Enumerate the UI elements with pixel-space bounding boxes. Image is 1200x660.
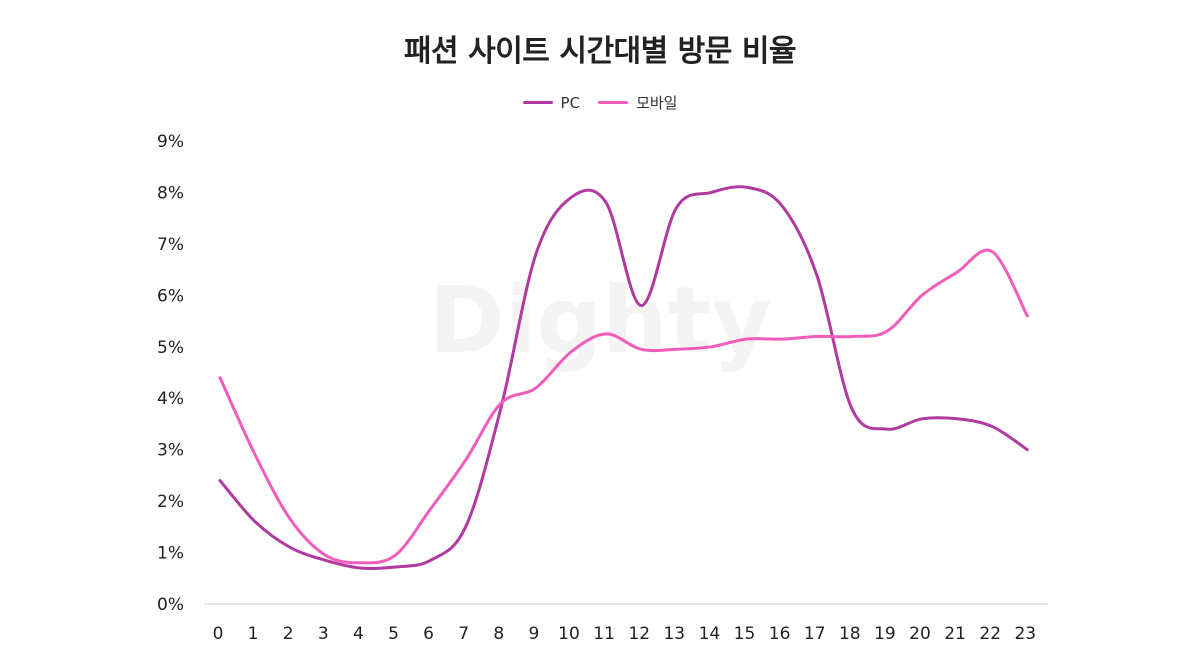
legend-item-mobile[interactable]: 모바일 xyxy=(598,92,677,113)
x-tick-label: 13 xyxy=(663,624,685,644)
y-tick-label: 9% xyxy=(157,132,184,152)
x-tick-label: 1 xyxy=(248,624,259,644)
x-tick-label: 9 xyxy=(528,624,539,644)
x-tick-label: 23 xyxy=(1014,624,1036,644)
x-tick-label: 19 xyxy=(874,624,896,644)
x-tick-label: 4 xyxy=(353,624,364,644)
x-tick-label: 20 xyxy=(909,624,931,644)
x-tick-label: 2 xyxy=(283,624,294,644)
y-tick-label: 4% xyxy=(157,389,184,409)
chart-legend: PC 모바일 xyxy=(0,92,1200,113)
x-tick-label: 21 xyxy=(944,624,966,644)
y-tick-label: 5% xyxy=(157,338,184,358)
x-tick-label: 18 xyxy=(839,624,861,644)
x-tick-label: 6 xyxy=(423,624,434,644)
y-tick-label: 6% xyxy=(157,286,184,306)
x-tick-label: 12 xyxy=(628,624,650,644)
y-axis-ticks: 0% 1% 2% 3% 4% 5% 6% 7% 8% 9% xyxy=(157,132,184,615)
x-tick-label: 14 xyxy=(699,624,721,644)
x-tick-label: 0 xyxy=(213,624,224,644)
x-tick-label: 5 xyxy=(388,624,399,644)
x-tick-label: 16 xyxy=(769,624,791,644)
x-tick-label: 17 xyxy=(804,624,826,644)
x-tick-label: 7 xyxy=(458,624,469,644)
x-tick-label: 22 xyxy=(979,624,1001,644)
y-tick-label: 3% xyxy=(157,441,184,461)
x-tick-label: 3 xyxy=(318,624,329,644)
y-tick-label: 0% xyxy=(157,595,184,615)
series-lines xyxy=(218,185,1029,570)
x-tick-label: 10 xyxy=(558,624,580,644)
legend-label-pc: PC xyxy=(560,93,581,112)
x-tick-label: 8 xyxy=(493,624,504,644)
x-axis-ticks: 0 1 2 3 4 5 6 7 8 9 10 11 12 13 14 15 16 17 18 19 20 21 22 23 xyxy=(213,624,1037,644)
legend-label-mobile: 모바일 xyxy=(636,94,678,112)
legend-swatch-mobile xyxy=(598,101,629,104)
y-tick-label: 2% xyxy=(157,492,184,512)
watermark-logo: Dighty xyxy=(428,267,771,374)
x-tick-label: 11 xyxy=(593,624,615,644)
legend-item-pc[interactable]: PC xyxy=(522,92,581,113)
series-line-mobile[interactable] xyxy=(218,248,1029,565)
series-line-pc[interactable] xyxy=(218,185,1029,570)
legend-swatch-pc xyxy=(522,101,553,104)
y-tick-label: 1% xyxy=(157,544,184,564)
chart-title: 패션 사이트 시간대별 방문 비율 xyxy=(403,34,797,69)
x-tick-label: 15 xyxy=(734,624,756,644)
y-tick-label: 8% xyxy=(157,183,184,203)
y-tick-label: 7% xyxy=(157,235,184,255)
